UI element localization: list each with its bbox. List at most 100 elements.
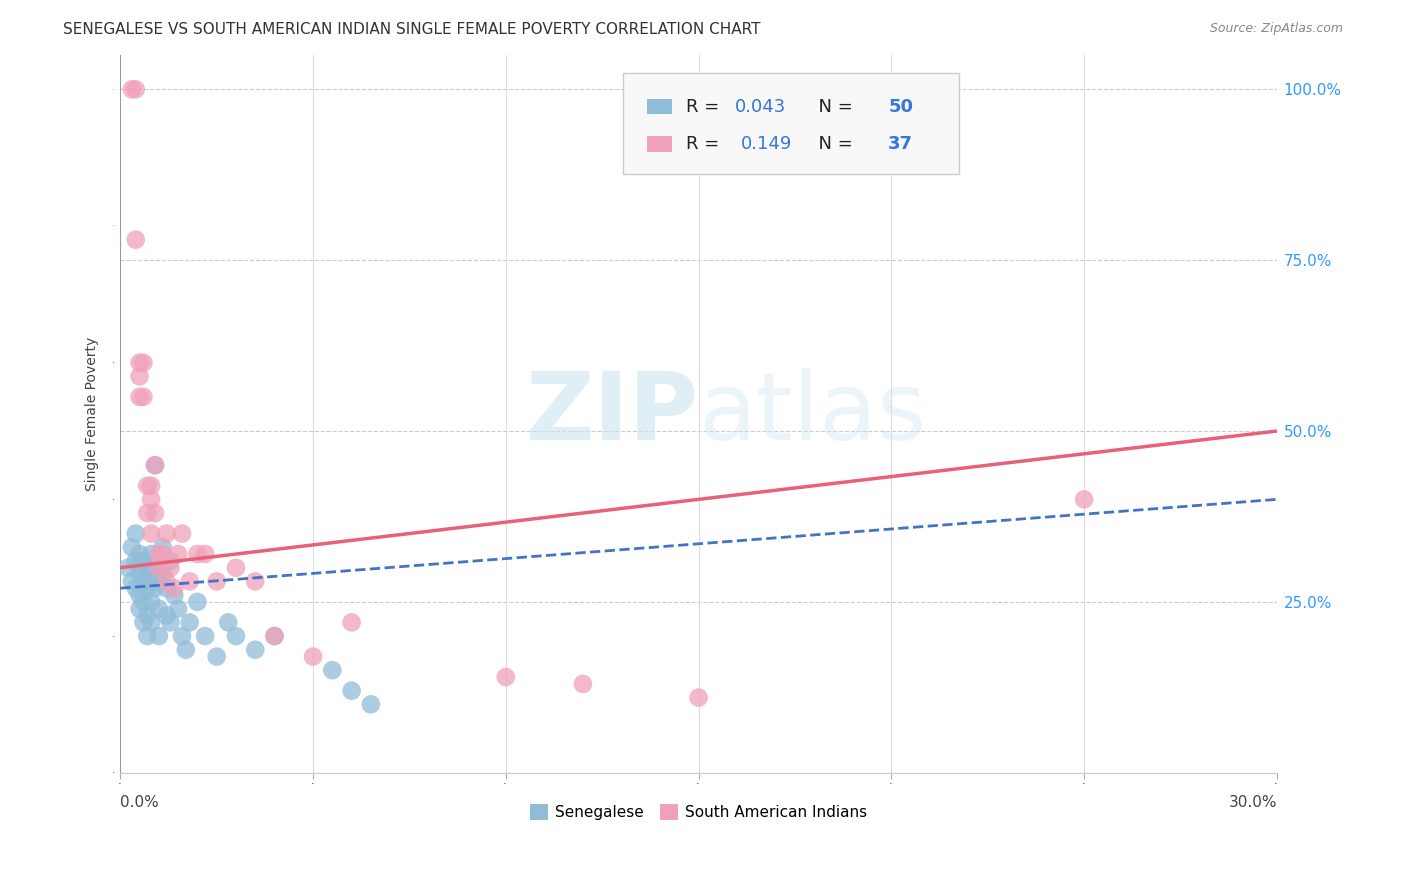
Text: SENEGALESE VS SOUTH AMERICAN INDIAN SINGLE FEMALE POVERTY CORRELATION CHART: SENEGALESE VS SOUTH AMERICAN INDIAN SING… [63,22,761,37]
Point [132,554,155,568]
Text: Source: ZipAtlas.com: Source: ZipAtlas.com [1209,22,1343,36]
Point [128,547,150,561]
Point [495,670,517,684]
Point [217,615,239,630]
Point [132,356,155,370]
Point [155,581,177,595]
Point [155,574,177,589]
FancyBboxPatch shape [647,136,672,152]
Point [121,540,143,554]
Point [225,629,247,643]
FancyBboxPatch shape [647,99,672,114]
Point [125,82,148,96]
Point [148,560,170,574]
Point [136,608,159,623]
Point [186,595,208,609]
Point [179,615,201,630]
Text: N =: N = [807,97,859,116]
Point [148,601,170,615]
Point [128,601,150,615]
Text: 30.0%: 30.0% [1229,796,1277,811]
Point [117,560,139,574]
Point [152,540,174,554]
Point [121,574,143,589]
Point [143,581,166,595]
Point [139,492,162,507]
Point [186,547,208,561]
Text: R =: R = [686,135,725,153]
Point [1073,492,1095,507]
Point [136,479,159,493]
Point [170,629,193,643]
Point [136,506,159,520]
FancyBboxPatch shape [623,73,959,174]
Point [194,629,217,643]
Point [125,554,148,568]
Point [139,479,162,493]
Legend: Senegalese, South American Indians: Senegalese, South American Indians [523,797,873,826]
Point [205,649,228,664]
Point [143,458,166,473]
Point [340,683,363,698]
Point [179,574,201,589]
Point [148,547,170,561]
Point [139,615,162,630]
Point [321,663,343,677]
Point [174,642,197,657]
Point [167,601,190,615]
Point [263,629,285,643]
Point [194,547,217,561]
Point [132,574,155,589]
Point [148,574,170,589]
Point [152,567,174,582]
Point [121,82,143,96]
Point [688,690,710,705]
Point [125,581,148,595]
Point [360,698,382,712]
Point [128,369,150,384]
Point [159,560,181,574]
Point [132,595,155,609]
Point [159,554,181,568]
Point [245,574,267,589]
Point [139,526,162,541]
Text: 0.0%: 0.0% [121,796,159,811]
Point [136,581,159,595]
Point [148,629,170,643]
Point [132,615,155,630]
Text: 0.149: 0.149 [741,135,793,153]
Point [163,581,186,595]
Point [128,356,150,370]
Point [245,642,267,657]
Text: ZIP: ZIP [526,368,699,460]
Point [143,506,166,520]
Point [128,560,150,574]
Point [139,595,162,609]
Point [143,458,166,473]
Point [263,629,285,643]
Point [152,547,174,561]
Point [128,390,150,404]
Point [302,649,325,664]
Point [163,588,186,602]
Point [205,574,228,589]
Point [225,560,247,574]
Text: N =: N = [807,135,859,153]
Point [128,588,150,602]
Text: R =: R = [686,97,725,116]
Text: 50: 50 [889,97,914,116]
Point [143,560,166,574]
Point [572,677,595,691]
Point [128,567,150,582]
Point [155,526,177,541]
Point [170,526,193,541]
Point [139,574,162,589]
Point [136,560,159,574]
Point [136,629,159,643]
Y-axis label: Single Female Poverty: Single Female Poverty [86,337,100,491]
Point [132,390,155,404]
Text: 0.043: 0.043 [734,97,786,116]
Point [155,608,177,623]
Point [139,547,162,561]
Point [125,233,148,247]
